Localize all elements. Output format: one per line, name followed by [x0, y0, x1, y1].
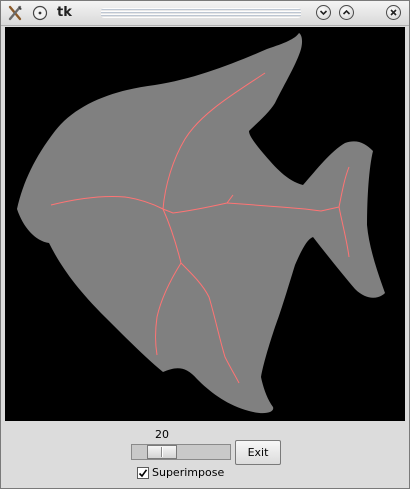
drawing-canvas[interactable] — [5, 27, 405, 421]
checkmark-icon — [138, 469, 148, 478]
angelfish-shape-icon — [17, 33, 385, 414]
superimpose-checkbox[interactable] — [137, 467, 149, 479]
window-title: tk — [57, 5, 72, 20]
close-icon[interactable] — [386, 5, 401, 20]
title-bar[interactable]: tk — [1, 1, 409, 26]
scale-value-label: 20 — [155, 428, 169, 441]
tools-icon[interactable] — [7, 5, 23, 21]
exit-button[interactable]: Exit — [235, 440, 281, 465]
chevron-up-icon[interactable] — [339, 5, 354, 20]
circle-menu-icon[interactable] — [32, 5, 48, 21]
scale-trough[interactable] — [131, 444, 231, 460]
chevron-down-icon[interactable] — [316, 5, 331, 20]
superimpose-label: Superimpose — [152, 466, 225, 479]
control-panel: 20 Exit Superimpose — [1, 424, 409, 488]
scale-slider-handle[interactable] — [147, 445, 177, 459]
title-grip — [101, 8, 301, 18]
